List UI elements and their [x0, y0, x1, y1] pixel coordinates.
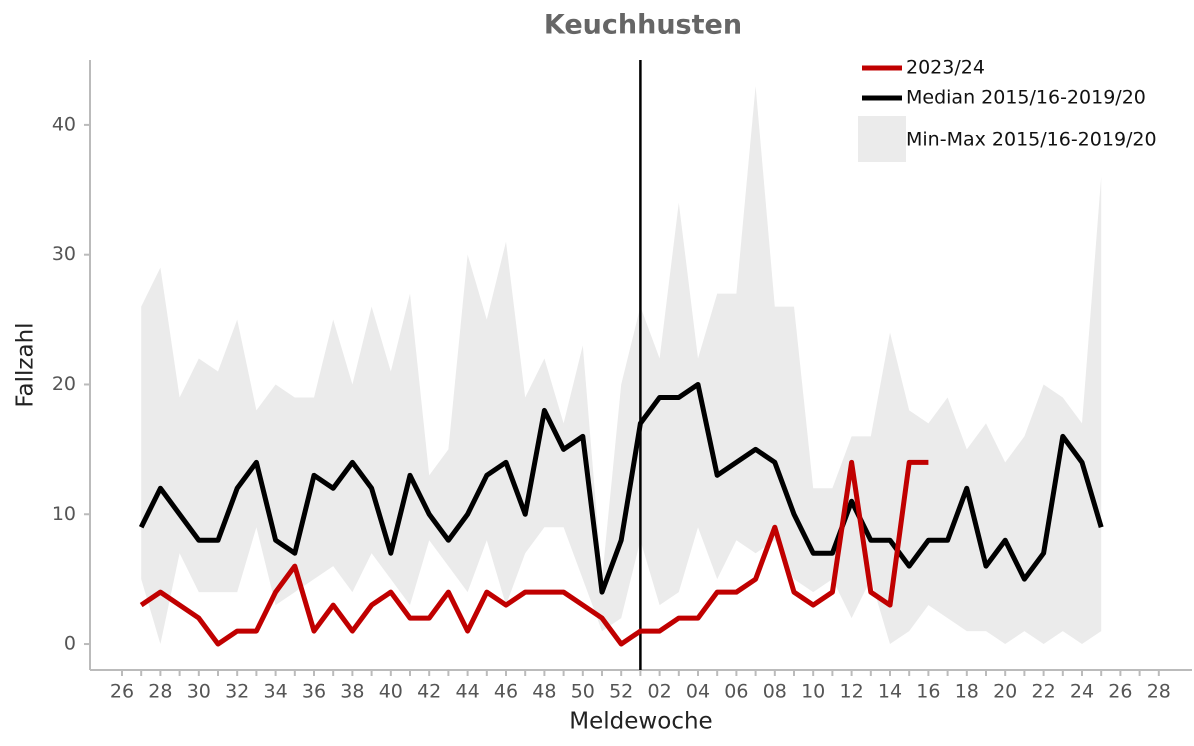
y-axis-label: Fallzahl: [13, 322, 39, 407]
x-tick-label: 04: [686, 681, 710, 703]
x-tick-label: 14: [878, 681, 902, 703]
x-tick-label: 36: [302, 681, 326, 703]
x-tick-label: 26: [1108, 681, 1132, 703]
series-line: [138, 381, 1104, 595]
min-max-band: [141, 85, 1102, 645]
x-tick-label: 42: [417, 681, 441, 703]
y-tick-label: 20: [52, 373, 76, 395]
x-tick-label: 32: [225, 681, 249, 703]
y-tick-label: 10: [52, 503, 76, 525]
x-tick-label: 10: [801, 681, 825, 703]
x-tick-label: 22: [1032, 681, 1056, 703]
series-line: [139, 459, 929, 647]
y-tick-label: 0: [64, 633, 76, 655]
x-tick-label: 28: [148, 681, 172, 703]
x-tick-label: 44: [456, 681, 480, 703]
x-tick-label: 02: [648, 681, 672, 703]
x-tick-label: 18: [955, 681, 979, 703]
x-tick-label: 46: [494, 681, 518, 703]
legend-swatch: [858, 116, 906, 162]
x-tick-label: 16: [916, 681, 940, 703]
y-tick-label: 30: [52, 243, 76, 265]
x-tick-label: 38: [340, 681, 364, 703]
x-tick-label: 20: [993, 681, 1017, 703]
x-tick-label: 50: [571, 681, 595, 703]
x-tick-label: 28: [1147, 681, 1171, 703]
legend-label: Min-Max 2015/16-2019/20: [906, 129, 1157, 151]
y-tick-label: 40: [52, 113, 76, 135]
x-tick-label: 48: [532, 681, 556, 703]
x-axis-label: Meldewoche: [569, 709, 712, 735]
x-tick-label: 06: [724, 681, 748, 703]
x-tick-label: 30: [187, 681, 211, 703]
x-tick-label: 34: [264, 681, 288, 703]
x-tick-label: 52: [609, 681, 633, 703]
x-tick-label: 12: [840, 681, 864, 703]
x-tick-label: 26: [110, 681, 134, 703]
x-tick-label: 08: [763, 681, 787, 703]
x-tick-label: 40: [379, 681, 403, 703]
legend-label: 2023/24: [906, 57, 985, 79]
legend-label: Median 2015/16-2019/20: [906, 87, 1146, 109]
chart-title: Keuchhusten: [544, 10, 742, 41]
x-tick-label: 24: [1070, 681, 1094, 703]
